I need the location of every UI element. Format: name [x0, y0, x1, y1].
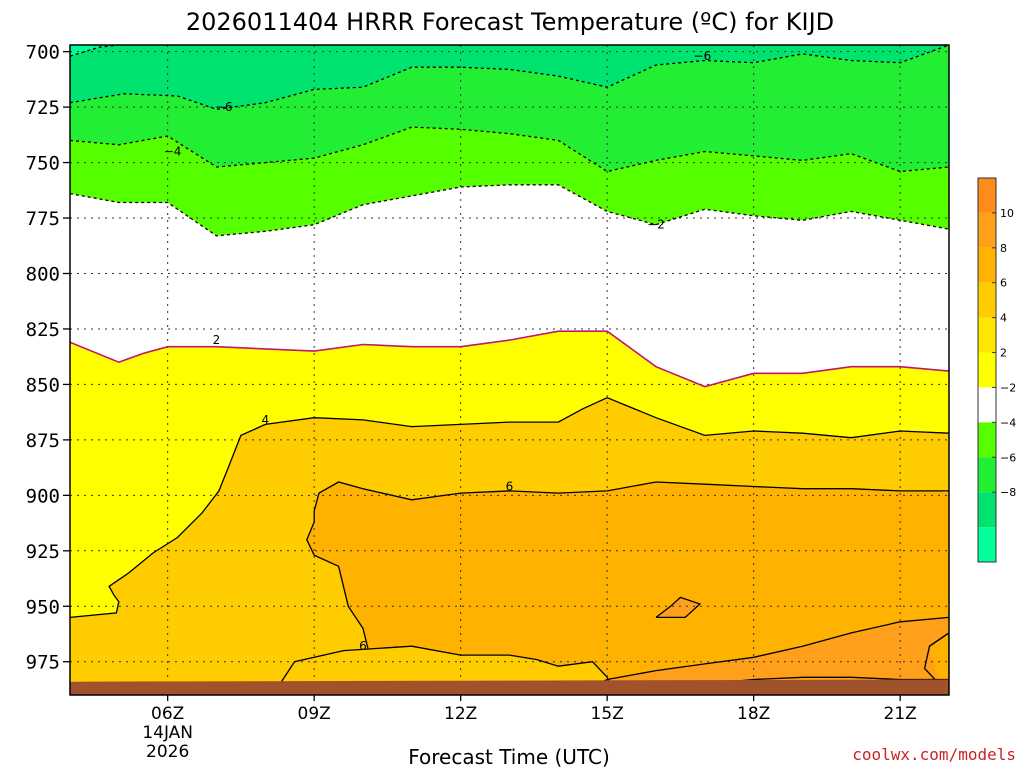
fill-minus2-to-0 [70, 184, 949, 387]
colorbar-swatch [978, 317, 996, 353]
contour-line-minus2 [70, 126, 949, 173]
contour-labels: −6 −6 −4 −2 2 4 6 6 [164, 49, 712, 653]
fill-4-to-6-lower [167, 632, 949, 695]
colorbar-tick-label: −2 [1000, 381, 1016, 394]
x-axis-label: Forecast Time (UTC) [408, 745, 610, 768]
x-tick-sublabel: 2026 [146, 742, 189, 762]
contour-line-6-top [313, 481, 949, 512]
y-tick-label: 925 [26, 541, 60, 563]
fill-6-to-8-edge [929, 632, 949, 684]
colorbar-swatch [978, 178, 996, 213]
chart-title: 2026011404 HRRR Forecast Temperature (ºC… [186, 8, 834, 36]
colorbar-tick-label: 4 [1000, 312, 1007, 325]
y-tick-label: 950 [26, 596, 60, 618]
x-tick-label: 12Z [444, 704, 477, 724]
contour-line-8-blob [655, 596, 702, 619]
surface-terrain [70, 679, 949, 695]
y-axis: 700 725 750 775 800 825 850 875 900 925 950 975 [26, 42, 70, 674]
colorbar-tick-label: −6 [1000, 451, 1016, 464]
y-tick-label: 975 [26, 652, 60, 674]
fill-6-to-8 [306, 482, 949, 695]
colorbar-swatch [978, 387, 996, 423]
y-tick-label: 725 [26, 97, 60, 119]
x-tick-label: 15Z [591, 704, 624, 724]
contour-lines [70, 45, 949, 695]
contour-line-minus2b [70, 184, 949, 237]
colorbar-swatch [978, 492, 996, 528]
y-tick-label: 700 [26, 42, 60, 64]
colorbar-tick-label: −4 [1000, 416, 1016, 429]
colorbar-swatch [978, 527, 996, 562]
contour-line-zero [70, 330, 949, 388]
x-tick-label: 06Z [151, 704, 184, 724]
contour-label: 4 [262, 413, 270, 427]
y-tick-label: 875 [26, 430, 60, 452]
colorbar-swatch [978, 212, 996, 248]
contour-line-6-left [306, 510, 369, 649]
contour-label: −6 [694, 49, 712, 63]
colorbar: 10 8 6 4 2 −2 −4 −6 −8 [977, 177, 1016, 563]
colorbar-swatch [978, 247, 996, 283]
contour-label: −6 [215, 100, 233, 114]
x-tick-label: 09Z [298, 704, 331, 724]
colorbar-tick-label: 2 [1000, 347, 1007, 360]
contour-line-6-right [536, 632, 949, 692]
contour-line-10 [929, 632, 949, 647]
fill-8-to-10-blob [656, 597, 700, 618]
y-tick-label: 750 [26, 153, 60, 175]
contour-label: 6 [506, 479, 514, 493]
y-tick-label: 775 [26, 208, 60, 230]
x-tick-label: 21Z [884, 704, 917, 724]
y-tick-label: 800 [26, 263, 60, 285]
y-tick-label: 850 [26, 374, 60, 396]
contour-label: −4 [164, 144, 182, 158]
plot-frame [69, 44, 950, 696]
colorbar-swatch [978, 457, 996, 493]
x-tick-label: 18Z [737, 704, 770, 724]
surface-band [70, 679, 949, 695]
colorbar-tick-label: 8 [1000, 242, 1007, 255]
colorbar-swatch [978, 282, 996, 318]
y-tick-label: 900 [26, 485, 60, 507]
colorbar-swatch [978, 422, 996, 458]
fill-minus6-to-minus4 [70, 45, 949, 172]
colorbar-tick-label: 10 [1000, 207, 1014, 220]
contour-line-8 [572, 616, 949, 695]
colorbar-swatch [978, 352, 996, 388]
contour-label: 6 [359, 639, 367, 653]
colorbar-tick-label: −8 [1000, 486, 1016, 499]
colorbar-frame [977, 177, 997, 563]
contour-fills [70, 45, 949, 695]
x-tick-sublabel: 14JAN [142, 723, 193, 743]
contour-label: 2 [213, 333, 221, 347]
contour-label: −2 [647, 218, 665, 232]
colorbar-tick-label: 6 [1000, 277, 1007, 290]
contour-line-2 [70, 396, 949, 619]
fill-minus8-to-minus6 [70, 45, 949, 110]
y-tick-label: 825 [26, 319, 60, 341]
credit-text: coolwx.com/models [852, 745, 1016, 764]
